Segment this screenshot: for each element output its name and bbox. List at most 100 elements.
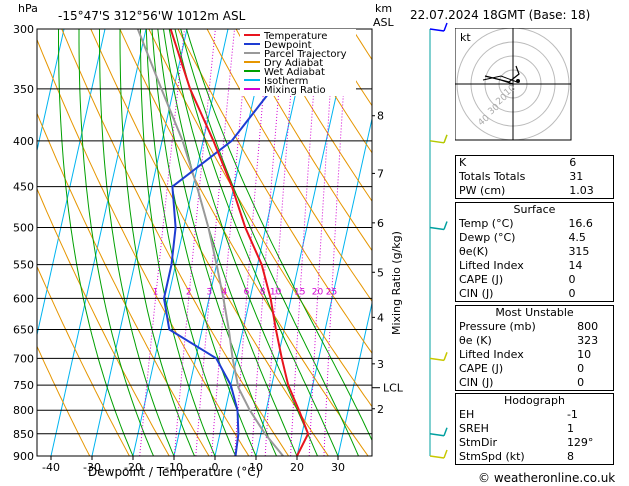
hodograph-ring-label: 40 [477,113,492,128]
index-row: StmSpd (kt) 8 [459,450,574,463]
isotherm [37,29,106,337]
hodograph-trace [482,75,518,83]
mixing-ratio-label: 6 [244,287,250,297]
index-row: StmDir 129° [459,436,594,449]
y-tick-label: 800 [13,404,34,417]
wind-barb [429,357,445,362]
index-row: Pressure (mb) 800 [459,320,599,333]
km-tick-label: 3 [377,358,384,371]
legend-label: Isotherm [264,76,308,87]
y-tick-label: 400 [13,135,34,148]
isotherm [37,29,65,153]
mixing-ratio-label: 15 [294,287,305,297]
legend-label: Temperature [263,31,327,42]
asl-label: ASL [373,16,394,29]
x-tick-label: -40 [42,461,60,474]
y-tick-label: 550 [13,259,34,272]
x-tick-label: -20 [124,461,142,474]
x-axis-label: Dewpoint / Temperature (°C) [88,465,261,479]
wind-barb [443,449,448,459]
y-tick-label: 900 [13,450,34,463]
index-row: SREH 1 [459,422,574,435]
index-row: CAPE (J) 0 [459,362,585,375]
km-label: km [375,2,393,15]
y-tick-label: 850 [13,428,34,441]
isotherm [50,29,147,456]
index-row: CIN (J) 0 [459,376,585,389]
y-tick-label: 300 [13,23,34,36]
x-tick-label: 30 [331,461,345,474]
datetime-title: 22.07.2024 18GMT (Base: 18) [410,8,591,22]
mixing-ratio-label: 20 [312,287,324,297]
km-tick-label: 6 [377,217,384,230]
mixing-ratio-line [195,29,235,456]
x-tick-label: -30 [83,461,101,474]
legend-label: Parcel Trajectory [264,49,347,60]
y-tick-label: 650 [13,324,34,337]
hpa-label: hPa [18,2,38,15]
y-tick-label: 750 [13,379,34,392]
plot-frame [36,28,373,457]
wet-adiabat [119,29,195,456]
surface-title: Surface [513,203,556,216]
legend-label: Dry Adiabat [264,58,323,69]
y-tick-label: 450 [13,181,34,194]
hodograph-title: Hodograph [504,394,565,407]
legend-label: Mixing Ratio [264,85,326,96]
mixing-ratio-label: 1 [153,287,159,297]
surface-table: Surface Temp (°C) 16.6 Dewp (°C) 4.5 θe(K)… [455,202,614,302]
index-row: θe (K) 323 [459,334,599,347]
km-tick-label: 7 [377,167,384,180]
lcl-label: LCL [383,382,404,395]
plot-area [37,29,372,456]
series-parcel-trajectory [136,29,284,456]
wind-barb [429,226,445,231]
y-tick-label: 600 [13,292,34,305]
series-dewpoint [162,29,311,456]
km-tick-label: 5 [377,266,384,279]
index-row: Totals Totals 31 [459,170,584,183]
legend-label: Wet Adiabat [264,67,325,78]
x-tick-label: 20 [290,461,304,474]
index-row: Temp (°C) 16.6 [459,217,593,230]
copyright-text[interactable]: © weatheronline.co.uk [478,471,616,485]
hodograph-table: Hodograph EH -1 SREH 1 StmDir 129° StmSpd (… [455,393,614,465]
x-tick-label: -10 [165,461,183,474]
mixing-ratio-label: 25 [326,287,337,297]
location-title: -15°47'S 312°56'W 1012m ASL [58,9,246,23]
wind-barb [443,134,448,144]
x-tick-label: 0 [212,461,219,474]
wet-adiabat [78,29,154,456]
index-row: CIN (J) 0 [459,287,576,300]
mixing-ratio-label: 3 [206,287,212,297]
index-row: Dewp (°C) 4.5 [459,231,586,244]
hodograph-storm-motion [516,79,520,83]
index-row: θe(K) 315 [459,245,590,258]
wind-barb [443,427,448,437]
most-unstable-table: Most Unstable Pressure (mb) 800 θe (K) 323… [455,305,614,391]
wind-barb [443,352,448,361]
index-row: CAPE (J) 0 [459,273,576,286]
index-row: PW (cm) 1.03 [459,184,594,197]
wind-barb [429,455,445,459]
y-tick-label: 700 [13,352,34,365]
legend-label: Dewpoint [264,40,312,51]
index-row: EH -1 [459,408,578,421]
wind-barb [429,28,445,32]
hodograph-kt-label: kt [460,31,471,44]
km-tick-label: 2 [377,403,384,416]
x-tick-label: 10 [249,461,263,474]
km-tick-label: 8 [377,110,384,123]
y-tick-label: 500 [13,222,34,235]
index-row: Lifted Index 10 [459,348,592,361]
km-tick-label: 4 [377,311,384,324]
wet-adiabat [140,29,216,456]
index-row: Lifted Index 14 [459,259,583,272]
isotherm [91,29,188,456]
hodograph-frame [455,28,572,141]
y-tick-label: 350 [13,83,34,96]
